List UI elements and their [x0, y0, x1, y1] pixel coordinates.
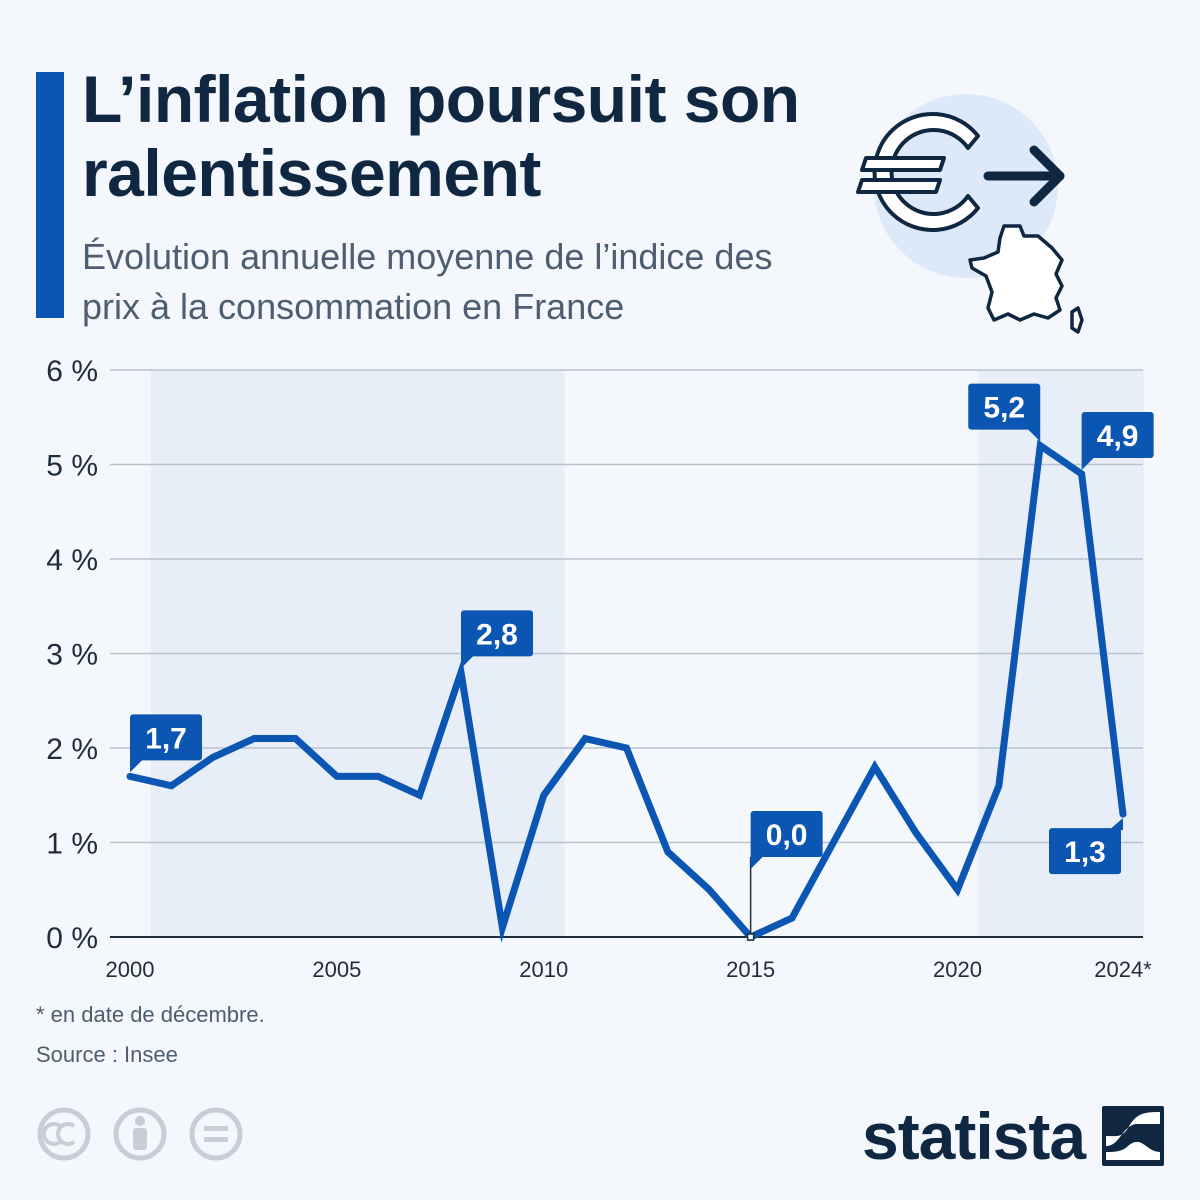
data-labels: 1,7 2,8 0,0 5,2 4,9 1,3 [130, 383, 1154, 941]
data-label: 2,8 [461, 610, 533, 669]
data-label-text: 0,0 [766, 819, 808, 852]
france-map-icon [968, 224, 1084, 334]
data-label: 1,3 [1049, 818, 1123, 875]
data-label-text: 1,7 [145, 722, 187, 755]
x-tick-label: 2020 [933, 957, 982, 982]
x-tick-label: 2005 [312, 957, 361, 982]
x-axis-ticks: 2000 2005 2010 2015 2020 2024* [106, 957, 1153, 982]
chart-title: L’inflation poursuit son ralentissement [82, 62, 800, 210]
y-axis-ticks: 0 % 1 % 2 % 3 % 4 % 5 % 6 % [46, 355, 98, 955]
y-tick-label: 4 % [46, 544, 98, 577]
x-tick-label: 2000 [106, 957, 155, 982]
no-derivatives-icon[interactable] [189, 1107, 243, 1161]
data-label-text: 1,3 [1064, 836, 1106, 869]
data-label: 0,0 [746, 811, 823, 941]
y-tick-label: 0 % [46, 922, 98, 955]
y-tick-label: 5 % [46, 450, 98, 483]
footnote: * en date de décembre. [36, 1002, 265, 1027]
y-tick-label: 3 % [46, 639, 98, 672]
data-label: 1,7 [130, 714, 202, 773]
series-line-0 [126, 439, 1127, 943]
statista-logo-icon [1102, 1106, 1164, 1166]
y-tick-label: 2 % [46, 733, 98, 766]
hero-illustration [856, 94, 1084, 334]
data-label-text: 5,2 [983, 392, 1025, 425]
y-tick-label: 1 % [46, 828, 98, 861]
x-tick-label: 2015 [726, 957, 775, 982]
x-tick-label: 2024* [1094, 957, 1152, 982]
euro-icon [856, 112, 980, 232]
statista-brand[interactable]: statista [862, 1096, 1172, 1176]
data-label-text: 2,8 [476, 618, 518, 651]
license-icons [37, 1107, 243, 1161]
chart-subtitle: Évolution annuelle moyenne de l’indice d… [82, 236, 773, 327]
data-label: 5,2 [968, 383, 1041, 442]
source-note: Source : Insee [36, 1042, 178, 1067]
title-accent-bar [36, 72, 64, 318]
brand-wordmark: statista [862, 1099, 1086, 1173]
line-chart: 0 %1 %2 %3 %4 %5 %6 % 2000 2005 2010 2015 20… [46, 355, 1154, 982]
data-label-text: 4,9 [1097, 420, 1139, 453]
series-layer [126, 439, 1127, 943]
cc-icon[interactable] [37, 1107, 91, 1161]
y-tick-label: 6 % [46, 355, 98, 388]
data-label: 4,9 [1081, 411, 1154, 470]
x-tick-label: 2010 [519, 957, 568, 982]
attribution-icon[interactable] [113, 1107, 167, 1161]
arrow-right-icon [983, 145, 1065, 207]
